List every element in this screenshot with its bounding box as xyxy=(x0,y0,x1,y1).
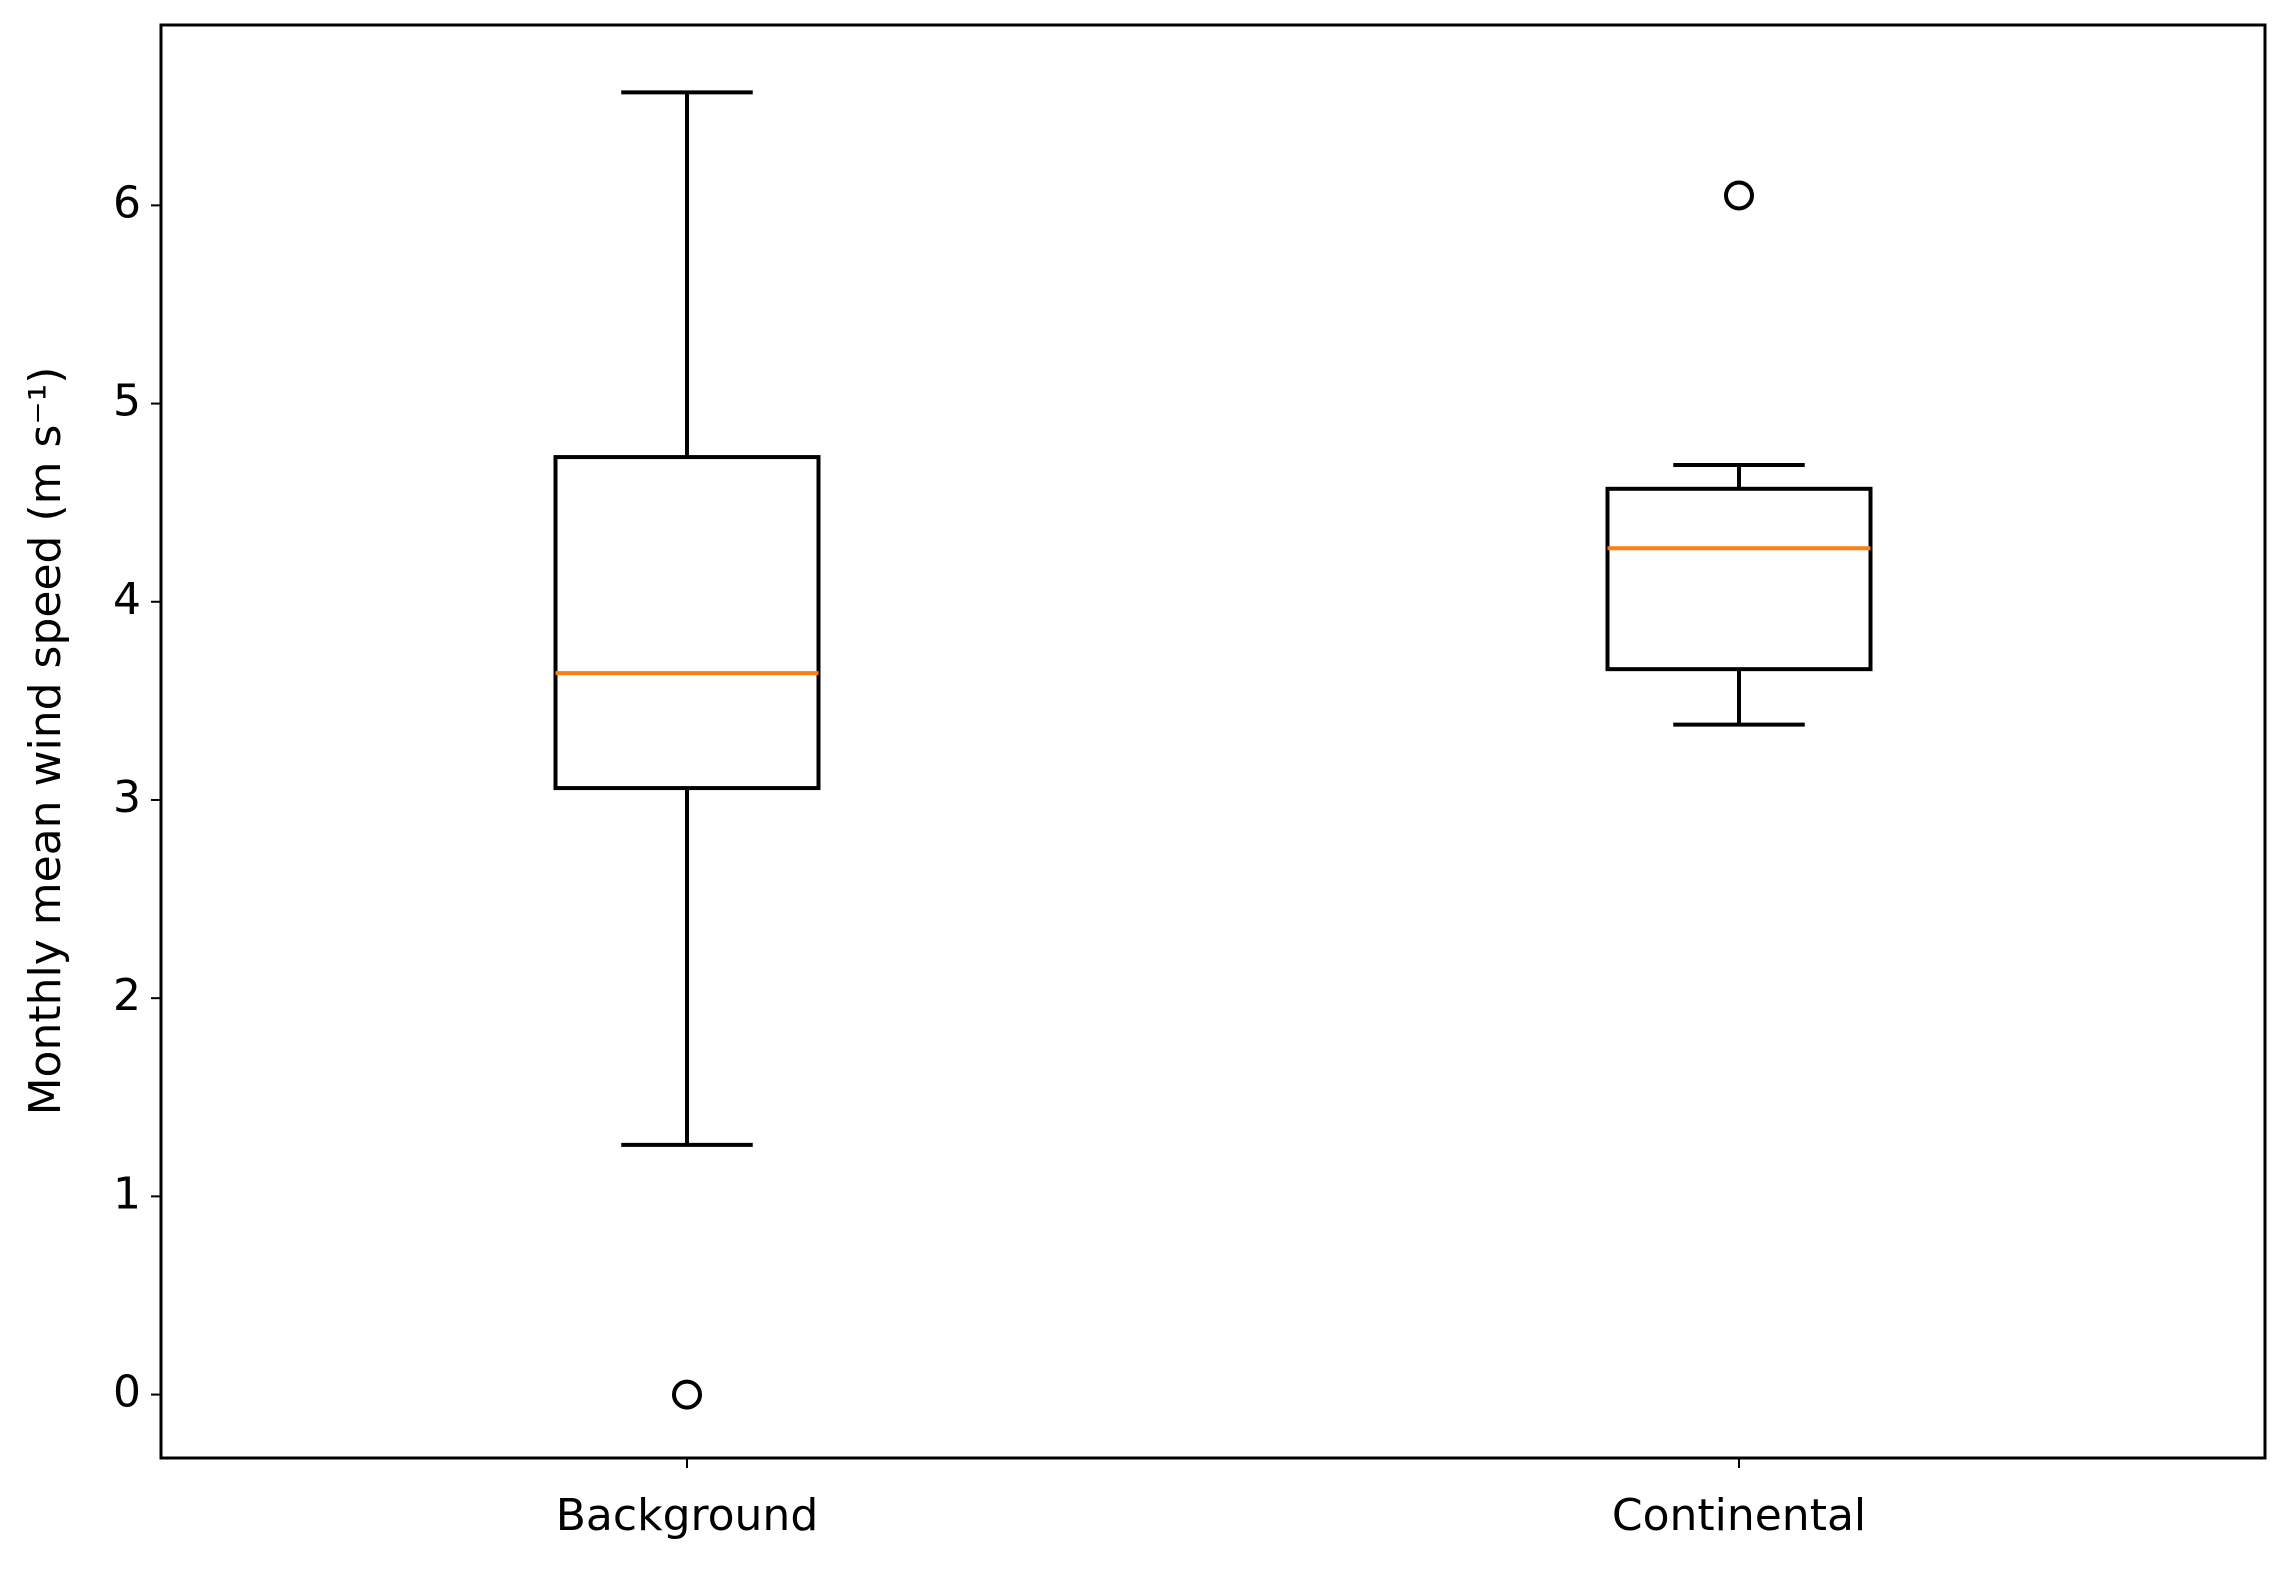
y-tick-label: 1 xyxy=(113,1168,141,1219)
flier xyxy=(672,1379,702,1410)
y-tick-label: 0 xyxy=(113,1367,141,1418)
x-tick-label: Continental xyxy=(1612,1490,1866,1541)
y-tick-label: 4 xyxy=(113,574,141,625)
x-tick-label: Background xyxy=(556,1490,819,1541)
axes-frame xyxy=(159,23,2267,1460)
y-tick-label: 6 xyxy=(113,177,141,228)
y-tick-label: 2 xyxy=(113,970,141,1021)
y-tick-label: 5 xyxy=(113,376,141,427)
y-tick-label: 3 xyxy=(113,772,141,823)
box xyxy=(553,455,821,791)
flier xyxy=(1724,180,1754,211)
y-axis-label: Monthly mean wind speed (m s⁻¹) xyxy=(20,367,71,1116)
box xyxy=(1605,486,1873,672)
